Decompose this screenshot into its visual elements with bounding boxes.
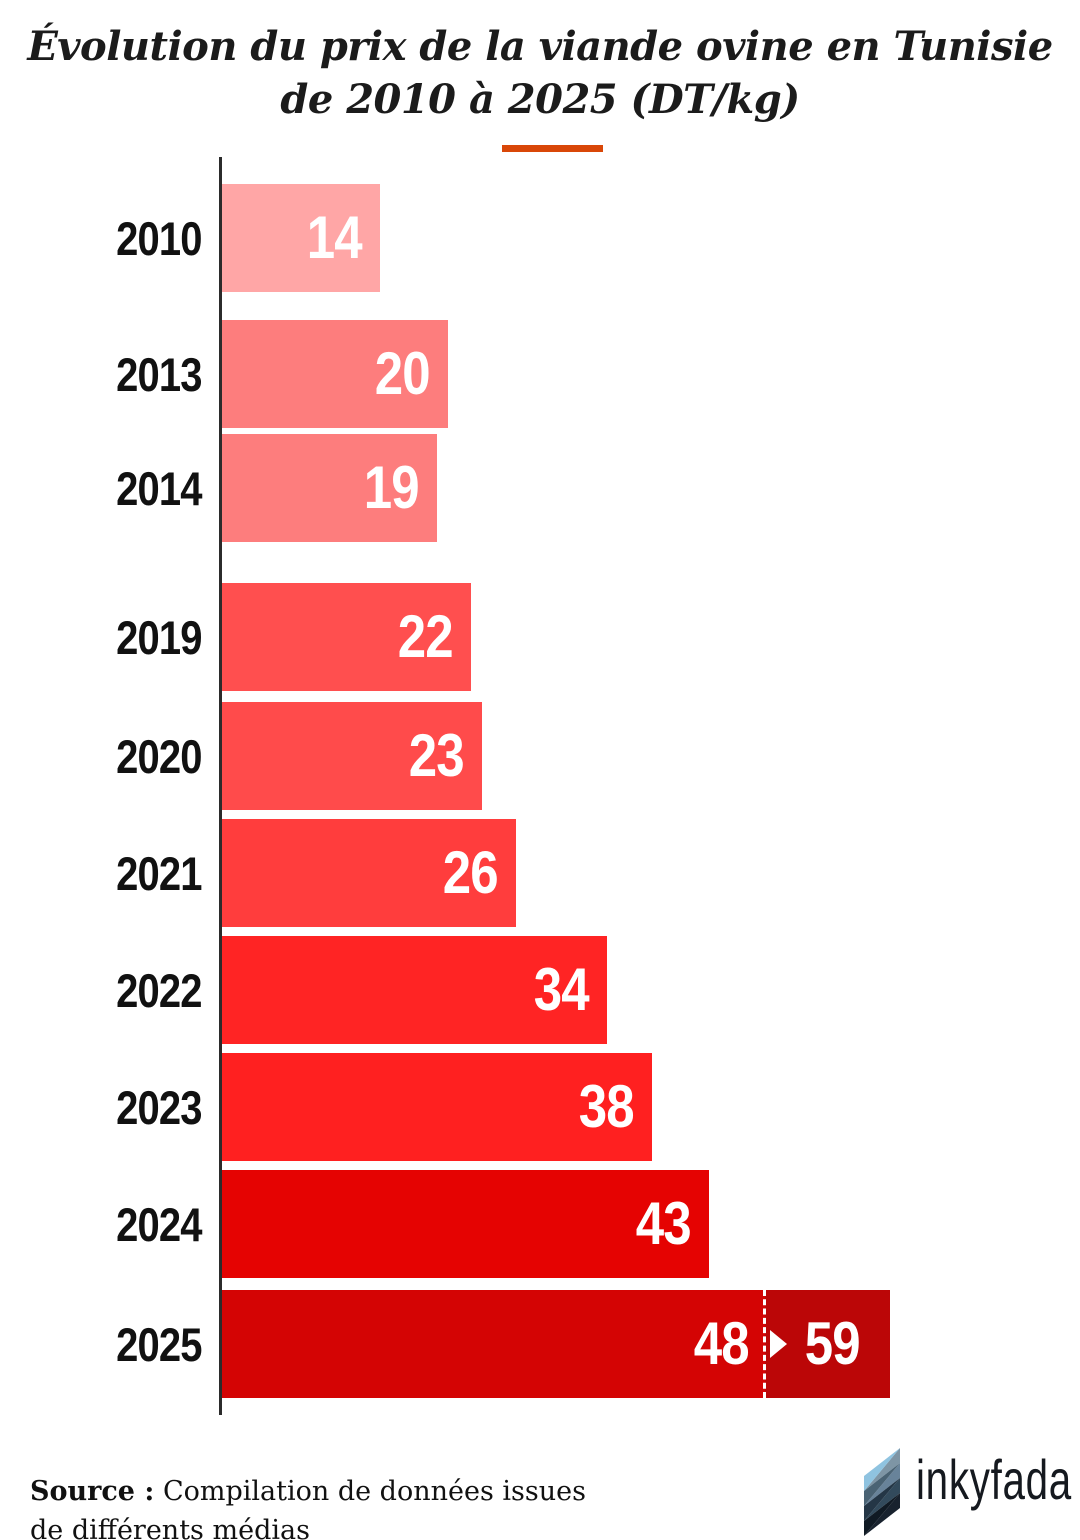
bar-2014[interactable]: 19 (222, 434, 437, 542)
source-text-line2: de différents médias (30, 1515, 310, 1540)
bar-value: 20 (365, 340, 431, 407)
chart-row-2024: 2024 43 (0, 1170, 1080, 1278)
chart-title: Évolution du prix de la viande ovine en … (0, 20, 1080, 126)
year-label-2019: 2019 (0, 583, 203, 691)
bar-value: 43 (626, 1190, 692, 1257)
bar-value-text: 14 (306, 204, 363, 271)
year-label-text: 2013 (116, 347, 203, 401)
bar-value-text: 20 (374, 340, 431, 407)
bar-value: 38 (569, 1073, 635, 1140)
bar-2010[interactable]: 14 (222, 184, 380, 292)
chart-row-2022: 2022 34 (0, 936, 1080, 1044)
inkyfada-logo: inkyfada (860, 1446, 1071, 1540)
chart-title-line1: Évolution du prix de la viande ovine en … (27, 23, 1053, 70)
diamond-facet (864, 1478, 900, 1521)
bar-value: 23 (399, 722, 465, 789)
year-label-text: 2010 (116, 211, 203, 265)
year-label-text: 2020 (116, 729, 203, 783)
increase-arrow-icon (770, 1330, 787, 1358)
year-label-2023: 2023 (0, 1053, 203, 1161)
year-label-text: 2021 (116, 846, 203, 900)
projection-dashed-line (763, 1290, 766, 1398)
bar-value-text: 26 (442, 839, 499, 906)
y-axis-line (219, 157, 222, 1415)
year-label-2021: 2021 (0, 819, 203, 927)
bar-value-text: 38 (578, 1073, 635, 1140)
bar-value-text: 48 (693, 1310, 750, 1377)
title-accent-rule (502, 145, 603, 152)
bar-value-text: 59 (804, 1310, 861, 1377)
bar-2025[interactable]: 48 59 (222, 1290, 890, 1398)
bar-2022[interactable]: 34 (222, 936, 607, 1044)
bar-value: 14 (297, 204, 363, 271)
year-label-2014: 2014 (0, 434, 203, 542)
year-label-text: 2019 (116, 610, 203, 664)
chart-row-2020: 2020 23 (0, 702, 1080, 810)
year-label-text: 2014 (116, 461, 203, 515)
year-label-text: 2025 (116, 1317, 203, 1371)
bar-2019[interactable]: 22 (222, 583, 471, 691)
bar-value-text: 34 (533, 956, 590, 1023)
bar-2024[interactable]: 43 (222, 1170, 709, 1278)
year-label-2013: 2013 (0, 320, 203, 428)
bar-value-text: 43 (635, 1190, 692, 1257)
chart-row-2013: 2013 20 (0, 320, 1080, 428)
bar-2021[interactable]: 26 (222, 819, 516, 927)
bar-value-projected: 59 (795, 1310, 861, 1377)
year-label-text: 2023 (116, 1080, 203, 1134)
diamond-facet (864, 1493, 900, 1536)
year-label-2024: 2024 (0, 1170, 203, 1278)
bar-value: 19 (354, 454, 420, 521)
bar-2013[interactable]: 20 (222, 320, 448, 428)
chart-title-line2: de 2010 à 2025 (DT/kg) (280, 76, 800, 123)
chart-row-2025: 2025 48 59 (0, 1290, 1080, 1398)
year-label-text: 2022 (116, 963, 203, 1017)
bar-value: 26 (433, 839, 499, 906)
chart-row-2021: 2021 26 (0, 819, 1080, 927)
bar-value-text: 23 (408, 722, 465, 789)
diamond-facet (864, 1448, 900, 1491)
bar-value: 22 (388, 603, 454, 670)
year-label-2020: 2020 (0, 702, 203, 810)
bar-2023[interactable]: 38 (222, 1053, 652, 1161)
bar-value-current: 48 (684, 1310, 750, 1377)
source-note: Source : Compilation de données issues d… (30, 1472, 670, 1540)
year-label-2025: 2025 (0, 1290, 203, 1398)
chart-row-2023: 2023 38 (0, 1053, 1080, 1161)
bar-value-text: 19 (363, 454, 420, 521)
bar-value-text: 22 (397, 603, 454, 670)
bar-value: 34 (524, 956, 590, 1023)
year-label-2010: 2010 (0, 184, 203, 292)
source-label: Source : (30, 1476, 155, 1507)
inkyfada-diamond-icon (864, 1448, 900, 1536)
chart-row-2014: 2014 19 (0, 434, 1080, 542)
chart-row-2019: 2019 22 (0, 583, 1080, 691)
source-text-line1: Compilation de données issues (154, 1476, 586, 1507)
inkyfada-wordmark: inkyfada (916, 1448, 1072, 1511)
diamond-facet (864, 1463, 900, 1506)
chart-row-2010: 2010 14 (0, 184, 1080, 292)
bar-2020[interactable]: 23 (222, 702, 482, 810)
year-label-text: 2024 (116, 1197, 203, 1251)
year-label-2022: 2022 (0, 936, 203, 1044)
